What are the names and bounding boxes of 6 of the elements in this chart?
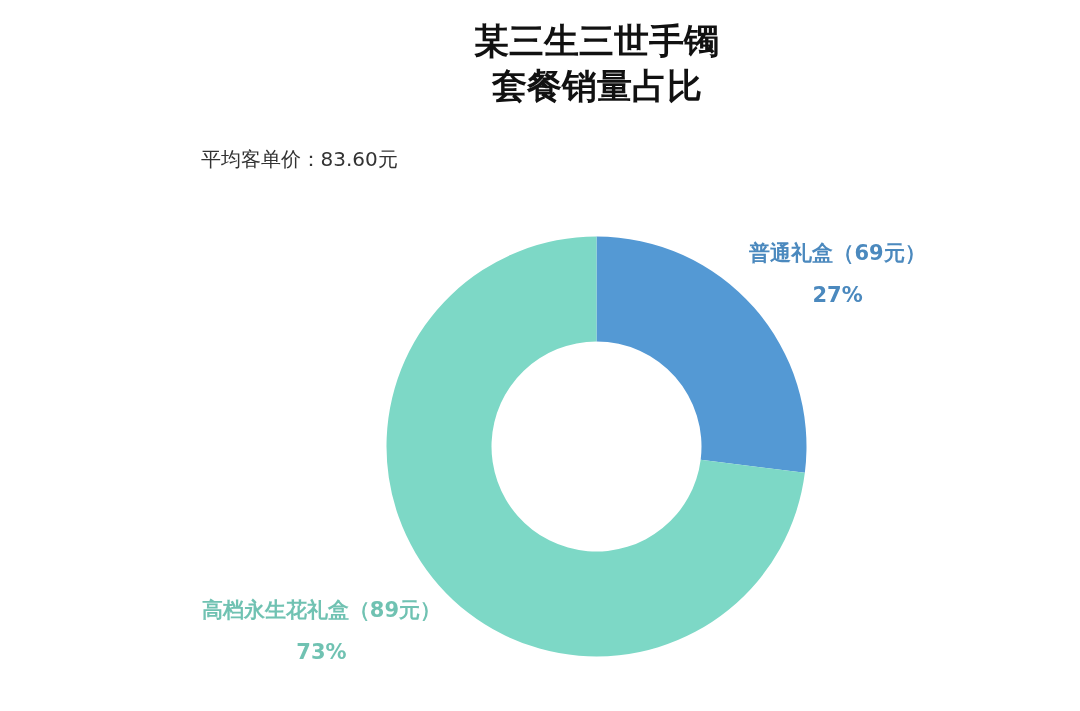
slice-label: 普通礼盒（69元） [748,240,926,265]
chart-title: 某三生三世手镯套餐销量占比 [474,20,719,106]
text: 平均客单价：83.60元 [200,146,398,171]
data-label: 73% [296,640,347,665]
slice-label: 高档永生花礼盒（89元） [201,598,442,623]
data-label: 27% [812,282,863,307]
